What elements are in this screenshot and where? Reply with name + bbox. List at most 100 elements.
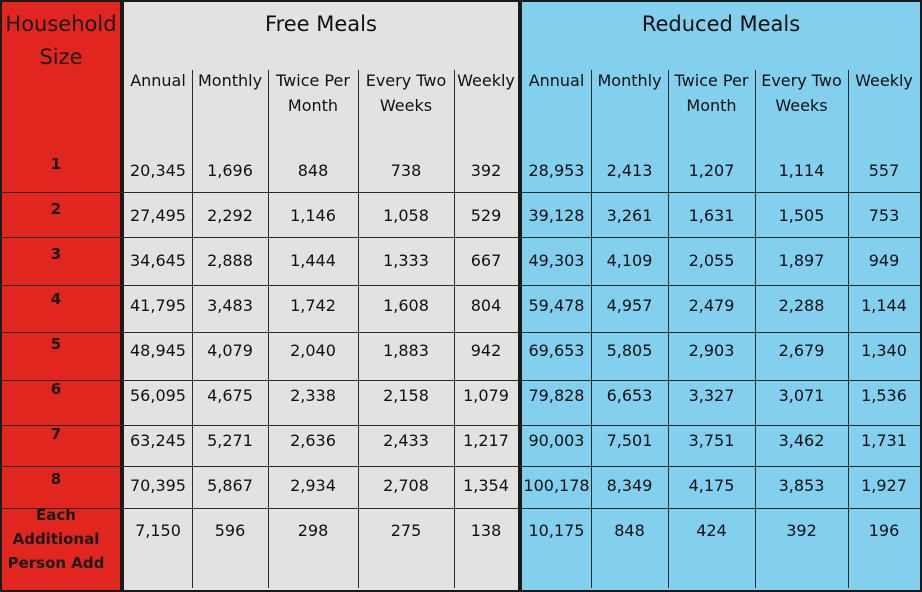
free-meals-panel (122, 0, 520, 592)
row-divider (522, 332, 920, 333)
row-divider (522, 466, 920, 467)
free-cell: 1,333 (383, 251, 429, 270)
free-cell: 667 (470, 251, 502, 270)
free-cell: 48,945 (130, 341, 186, 360)
row-divider (0, 466, 122, 467)
free-cell: 2,934 (290, 476, 336, 495)
column-divider (192, 70, 193, 588)
reduced-cell: 848 (614, 521, 645, 540)
free-cell: 2,636 (290, 431, 336, 450)
free-cell: 275 (390, 521, 422, 540)
column-divider (358, 70, 359, 588)
free-cell: 1,079 (463, 386, 509, 405)
row-divider (0, 508, 122, 509)
free-cell: 298 (297, 521, 329, 540)
row-divider (124, 466, 518, 467)
row-divider (522, 285, 920, 286)
free-column-header: Annual (130, 71, 186, 90)
reduced-cell: 1,340 (861, 341, 907, 360)
reduced-cell: 59,478 (528, 296, 585, 315)
row-label: 3 (50, 245, 62, 263)
row-label: 4 (50, 290, 62, 308)
reduced-cell: 10,175 (528, 521, 585, 540)
column-divider (848, 70, 849, 588)
reduced-cell: 3,853 (778, 476, 825, 495)
free-cell: 2,338 (290, 386, 336, 405)
free-cell: 138 (470, 521, 502, 540)
reduced-cell: 7,501 (606, 431, 653, 450)
reduced-cell: 8,349 (606, 476, 653, 495)
row-divider (522, 508, 920, 509)
reduced-cell: 4,957 (606, 296, 653, 315)
reduced-cell: 49,303 (528, 251, 585, 270)
reduced-cell: 2,479 (688, 296, 735, 315)
row-divider (124, 332, 518, 333)
free-cell: 1,217 (463, 431, 509, 450)
free-cell: 4,675 (207, 386, 253, 405)
reduced-cell: 3,071 (778, 386, 825, 405)
column-divider (591, 70, 592, 588)
reduced-cell: 1,144 (861, 296, 907, 315)
reduced-cell: 28,953 (528, 161, 585, 180)
row-divider (522, 237, 920, 238)
free-cell: 34,645 (130, 251, 186, 270)
household-size-header: Household Size (5, 12, 117, 69)
row-divider (124, 508, 518, 509)
row-label: 6 (50, 380, 62, 398)
free-cell: 738 (390, 161, 422, 180)
reduced-cell: 4,175 (688, 476, 735, 495)
column-divider (268, 70, 269, 588)
reduced-column-header: Monthly (597, 71, 662, 90)
free-cell: 20,345 (130, 161, 186, 180)
row-divider (0, 285, 122, 286)
reduced-cell: 2,679 (778, 341, 825, 360)
free-cell: 1,742 (290, 296, 336, 315)
free-column-header: Every Two Weeks (365, 71, 447, 115)
reduced-column-header: Weekly (855, 71, 913, 90)
free-cell: 392 (470, 161, 502, 180)
reduced-meals-title: Reduced Meals (641, 12, 801, 36)
row-label: 2 (50, 200, 62, 218)
free-cell: 848 (297, 161, 329, 180)
reduced-cell: 90,003 (528, 431, 585, 450)
column-divider (755, 70, 756, 588)
free-cell: 4,079 (207, 341, 253, 360)
free-cell: 942 (470, 341, 502, 360)
free-cell: 63,245 (130, 431, 186, 450)
free-cell: 1,444 (290, 251, 336, 270)
row-divider (522, 425, 920, 426)
reduced-cell: 3,751 (688, 431, 735, 450)
free-cell: 70,395 (130, 476, 186, 495)
free-cell: 1,608 (383, 296, 429, 315)
free-column-header: Twice Per Month (276, 71, 350, 115)
household-size-panel (0, 0, 122, 592)
free-cell: 3,483 (207, 296, 253, 315)
reduced-cell: 392 (786, 521, 817, 540)
free-cell: 2,888 (207, 251, 253, 270)
reduced-cell: 3,261 (606, 206, 653, 225)
reduced-cell: 2,413 (606, 161, 653, 180)
reduced-cell: 1,536 (861, 386, 907, 405)
free-cell: 1,883 (383, 341, 429, 360)
reduced-cell: 79,828 (528, 386, 585, 405)
row-divider (0, 332, 122, 333)
free-cell: 2,708 (383, 476, 429, 495)
free-cell: 2,433 (383, 431, 429, 450)
reduced-meals-panel (520, 0, 922, 592)
reduced-cell: 1,631 (688, 206, 735, 225)
reduced-column-header: Annual (528, 71, 585, 90)
free-cell: 529 (470, 206, 502, 225)
column-divider (454, 70, 455, 588)
row-label: 7 (50, 425, 62, 443)
free-cell: 27,495 (130, 206, 186, 225)
reduced-cell: 100,178 (523, 476, 590, 495)
row-divider (0, 237, 122, 238)
free-cell: 5,271 (207, 431, 253, 450)
free-column-header: Monthly (197, 71, 263, 90)
row-divider (0, 380, 122, 381)
row-divider (124, 285, 518, 286)
row-divider (522, 380, 920, 381)
free-cell: 5,867 (207, 476, 253, 495)
row-label: 5 (50, 335, 62, 353)
